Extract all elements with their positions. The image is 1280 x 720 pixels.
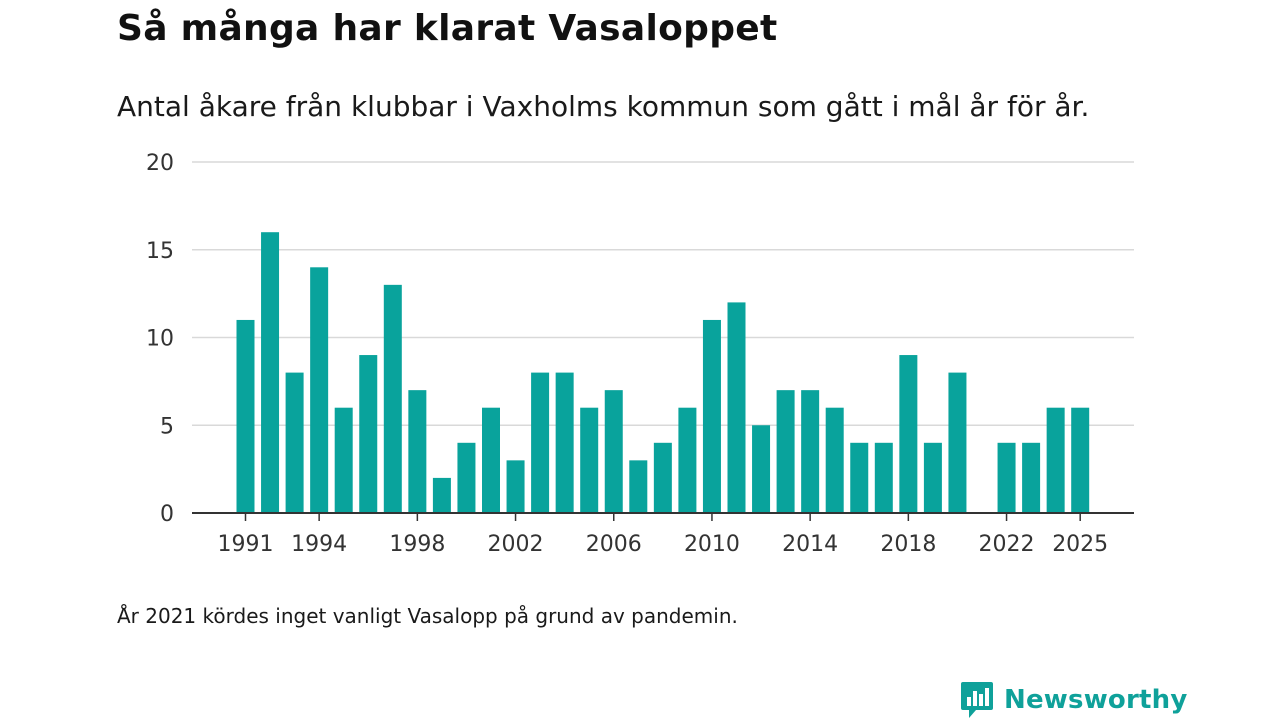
bar-2015 [825,407,844,513]
y-tick-label-0: 0 [160,502,174,527]
bar-chart: 0 5 10 15 20 1991 1994 1998 2002 2006 2010 2014 201… [146,151,1134,557]
y-tick-label-5: 5 [160,414,174,439]
bar-1993 [285,372,304,513]
y-tick-label-20: 20 [146,151,174,176]
bar-2019 [923,442,942,513]
bar-2001 [482,407,500,513]
x-tick-label-2025: 2025 [1052,532,1108,557]
bar-2017 [874,442,893,513]
x-tick-label-2018: 2018 [880,532,936,557]
chart-title: Så många har klarat Vasaloppet [117,8,778,49]
bar-2006 [604,390,623,513]
bar-2013 [776,390,795,513]
bar-2011 [727,302,746,513]
bar-2009 [678,407,697,513]
bar-1994 [310,267,329,513]
grid-lines [192,161,1134,426]
bar-1997 [383,284,402,513]
bar-2022 [997,442,1016,513]
bar-1998 [408,390,427,513]
newsworthy-icon [961,682,993,718]
x-axis-ticks: 1991 1994 1998 2002 2006 2010 2014 2018 2022 2025 [218,513,1108,557]
footnote: År 2021 kördes inget vanligt Vasalopp på… [117,604,738,628]
x-tick-label-2014: 2014 [782,532,838,557]
bar-1999 [432,477,451,513]
brand-name: Newsworthy [1004,685,1188,715]
x-tick-label-2010: 2010 [684,532,740,557]
bar-2018 [899,355,918,513]
bar-2003 [531,372,550,513]
chart-subtitle: Antal åkare från klubbar i Vaxholms komm… [117,90,1090,123]
bar-1995 [334,407,353,513]
x-tick-label-2022: 2022 [979,532,1035,557]
y-tick-label-10: 10 [146,327,174,352]
x-tick-label-2006: 2006 [586,532,642,557]
bar-2010 [702,319,721,513]
newsworthy-logo: Newsworthy [960,680,1187,720]
bar-2014 [801,390,820,513]
x-tick-label-1994: 1994 [291,532,347,557]
bar-2024 [1046,407,1065,513]
bar-2005 [580,407,599,513]
bar-2023 [1022,442,1041,513]
bar-1992 [261,232,280,513]
bar-1996 [359,355,378,513]
y-tick-label-15: 15 [146,239,174,264]
x-tick-label-1991: 1991 [218,532,274,557]
x-tick-label-2002: 2002 [488,532,544,557]
bars [236,232,1090,513]
bar-1991 [236,319,255,513]
bar-2020 [948,372,967,513]
bar-2002 [506,460,525,513]
bar-2000 [457,442,476,513]
bar-2016 [850,442,869,513]
bar-2008 [653,442,672,513]
bar-2007 [629,460,648,513]
bar-2025 [1071,407,1090,513]
bar-2012 [752,425,771,513]
bar-2004 [555,372,574,513]
y-axis-ticks: 0 5 10 15 20 [146,151,174,527]
x-tick-label-1998: 1998 [389,532,445,557]
